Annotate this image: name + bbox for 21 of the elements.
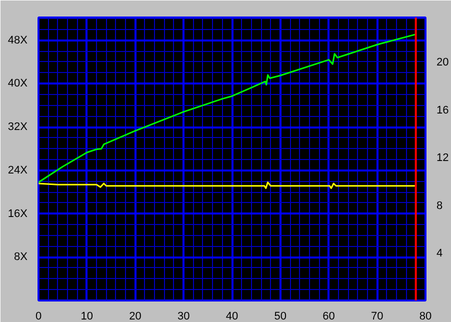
x-tick-label: 60 <box>322 310 335 322</box>
x-tick-label: 40 <box>226 310 238 322</box>
y-tick-label: 48X <box>8 34 28 46</box>
x-tick-label: 80 <box>419 310 432 322</box>
x-tick-label: 20 <box>129 310 142 322</box>
y-tick-label: 40X <box>8 78 28 90</box>
y2-tick-label: 12 <box>436 152 449 164</box>
y-tick-label: 32X <box>8 121 28 134</box>
y2-tick-label: 8 <box>436 200 443 212</box>
y-tick-label: 8X <box>14 251 28 264</box>
y2-tick-label: 4 <box>436 248 443 260</box>
x-tick-label: 50 <box>274 310 287 322</box>
y2-tick-label: 16 <box>436 104 449 116</box>
x-tick-label: 0 <box>35 310 42 322</box>
line-series <box>38 34 417 184</box>
y-tick-label: 24X <box>8 164 28 176</box>
x-tick-label: 70 <box>371 310 384 322</box>
x-tick-label: 10 <box>80 310 94 322</box>
y2-tick-label: 20 <box>436 56 449 69</box>
y-tick-label: 16X <box>8 208 28 220</box>
x-tick-label: 30 <box>178 310 190 322</box>
